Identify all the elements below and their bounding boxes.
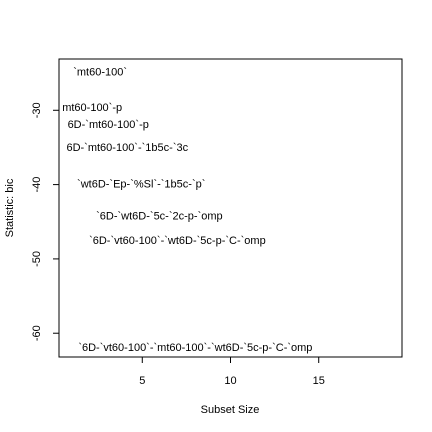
x-axis-label: Subset Size <box>201 404 260 416</box>
point-label: `6D-`wt6D-`5c-`2c-p-`omp <box>96 210 223 222</box>
point-label: `6D-`vt60-100`-`mt60-100`-`wt6D-`5c-p-`C… <box>78 342 312 354</box>
point-label: 6D-`mt60-100`-p <box>68 119 149 131</box>
y-tick-label: -50 <box>31 251 43 267</box>
point-label: `wt6D-`Ep-`%Sl`-`1b5c-`p` <box>77 178 205 190</box>
y-tick-label: -60 <box>31 325 43 341</box>
x-tick-label: 10 <box>224 375 236 387</box>
x-tick-label: 5 <box>139 375 145 387</box>
point-label: `6D-`vt60-100`-`wt6D-`5c-p-`C-`omp <box>89 235 266 247</box>
y-tick-label: -40 <box>31 177 43 193</box>
point-label: mt60-100`-p <box>62 102 122 114</box>
x-tick-label: 15 <box>313 375 325 387</box>
point-label: 6D-`mt60-100`-`1b5c-`3c <box>66 142 188 154</box>
y-axis-label: Statistic: bic <box>4 178 16 237</box>
plot-region: `mt60-100` mt60-100`-p 6D-`mt60-100`-p 6D-`… <box>62 66 312 354</box>
point-label: `mt60-100` <box>73 66 127 78</box>
y-tick-label: -30 <box>31 102 43 118</box>
